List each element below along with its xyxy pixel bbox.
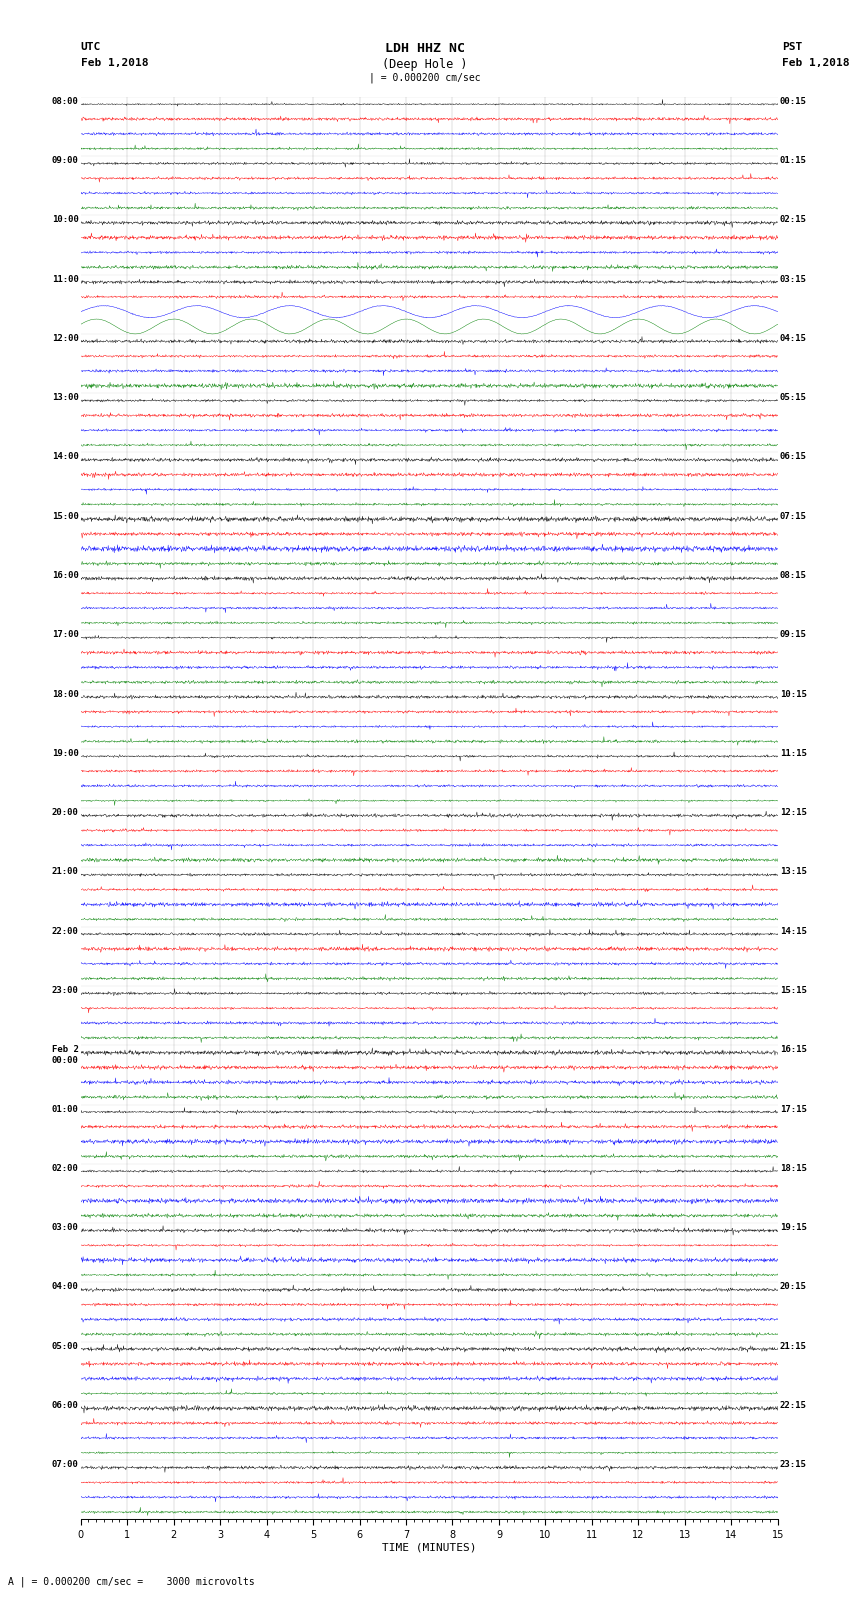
Text: 06:15: 06:15 (779, 453, 807, 461)
Text: 08:15: 08:15 (779, 571, 807, 581)
Text: LDH HHZ NC: LDH HHZ NC (385, 42, 465, 55)
Text: 23:15: 23:15 (779, 1460, 807, 1469)
Text: UTC: UTC (81, 42, 101, 52)
Text: 13:00: 13:00 (52, 394, 79, 402)
Text: 13:15: 13:15 (779, 868, 807, 876)
Text: 03:00: 03:00 (52, 1223, 79, 1232)
Text: A | = 0.000200 cm/sec =    3000 microvolts: A | = 0.000200 cm/sec = 3000 microvolts (8, 1576, 255, 1587)
Text: 12:00: 12:00 (52, 334, 79, 344)
Text: 05:15: 05:15 (779, 394, 807, 402)
Text: 19:15: 19:15 (779, 1223, 807, 1232)
Text: 15:00: 15:00 (52, 511, 79, 521)
Text: 10:00: 10:00 (52, 215, 79, 224)
Text: 03:15: 03:15 (779, 274, 807, 284)
Text: 12:15: 12:15 (779, 808, 807, 818)
Text: 01:00: 01:00 (52, 1105, 79, 1113)
Text: 23:00: 23:00 (52, 986, 79, 995)
Text: 11:00: 11:00 (52, 274, 79, 284)
Text: 18:15: 18:15 (779, 1165, 807, 1173)
Text: 17:00: 17:00 (52, 631, 79, 639)
Text: (Deep Hole ): (Deep Hole ) (382, 58, 468, 71)
Text: | = 0.000200 cm/sec: | = 0.000200 cm/sec (369, 73, 481, 84)
Text: 09:00: 09:00 (52, 156, 79, 165)
Text: 04:15: 04:15 (779, 334, 807, 344)
Text: 17:15: 17:15 (779, 1105, 807, 1113)
Text: Feb 2
00:00: Feb 2 00:00 (52, 1045, 79, 1065)
Text: 11:15: 11:15 (779, 748, 807, 758)
X-axis label: TIME (MINUTES): TIME (MINUTES) (382, 1542, 477, 1553)
Text: Feb 1,2018: Feb 1,2018 (81, 58, 148, 68)
Text: 10:15: 10:15 (779, 690, 807, 698)
Text: 08:00: 08:00 (52, 97, 79, 106)
Text: PST: PST (782, 42, 802, 52)
Text: 14:00: 14:00 (52, 453, 79, 461)
Text: 20:00: 20:00 (52, 808, 79, 818)
Text: 09:15: 09:15 (779, 631, 807, 639)
Text: 02:15: 02:15 (779, 215, 807, 224)
Text: 00:15: 00:15 (779, 97, 807, 106)
Text: 05:00: 05:00 (52, 1342, 79, 1350)
Text: 07:00: 07:00 (52, 1460, 79, 1469)
Text: 20:15: 20:15 (779, 1282, 807, 1292)
Text: 04:00: 04:00 (52, 1282, 79, 1292)
Text: 06:00: 06:00 (52, 1400, 79, 1410)
Text: 02:00: 02:00 (52, 1165, 79, 1173)
Text: 15:15: 15:15 (779, 986, 807, 995)
Text: 22:00: 22:00 (52, 926, 79, 936)
Text: 16:00: 16:00 (52, 571, 79, 581)
Text: 07:15: 07:15 (779, 511, 807, 521)
Text: 22:15: 22:15 (779, 1400, 807, 1410)
Text: 19:00: 19:00 (52, 748, 79, 758)
Text: 14:15: 14:15 (779, 926, 807, 936)
Text: 01:15: 01:15 (779, 156, 807, 165)
Text: 21:00: 21:00 (52, 868, 79, 876)
Text: 21:15: 21:15 (779, 1342, 807, 1350)
Text: 18:00: 18:00 (52, 690, 79, 698)
Text: Feb 1,2018: Feb 1,2018 (782, 58, 849, 68)
Text: 16:15: 16:15 (779, 1045, 807, 1055)
